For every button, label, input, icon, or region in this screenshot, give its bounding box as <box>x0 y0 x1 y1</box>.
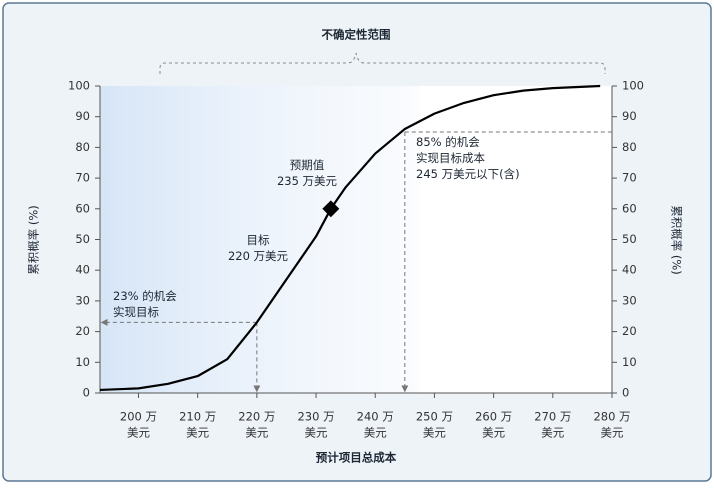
annotation: 23% 的机会实现目标 <box>113 289 177 319</box>
annotation-line: 245 万美元以下(含) <box>416 167 520 181</box>
brace <box>159 52 606 74</box>
y-tick-label: 100 <box>68 79 90 93</box>
y2-tick-label: 30 <box>622 293 637 307</box>
x-tick-unit: 美元 <box>245 426 268 440</box>
chart-title: 不确定性范围 <box>322 28 391 42</box>
annotation: 85% 的机会实现目标成本 245 万美元以下(含) <box>416 135 520 181</box>
annotation-line: 85% 的机会 <box>416 135 480 149</box>
expected-marker <box>322 200 340 218</box>
y-tick-label: 0 <box>83 386 90 400</box>
x-tick-unit: 美元 <box>423 426 446 440</box>
curve <box>99 84 601 392</box>
y2-axis-label: 累积概率 (%) <box>670 205 684 275</box>
x-tick-label: 200 万 <box>120 410 157 424</box>
y2-tick-label: 60 <box>622 201 637 215</box>
annotation-line: 实现目标成本 <box>416 151 485 165</box>
y-tick-label: 20 <box>75 324 90 338</box>
annotation: 预期值 235 万美元 <box>277 158 338 188</box>
y2-tick-label: 80 <box>622 140 637 154</box>
y2-tick-label: 40 <box>622 263 637 277</box>
x-axis-label: 预计项目总成本 <box>316 451 397 465</box>
x-tick-unit: 美元 <box>601 426 624 440</box>
x-tick-unit: 美元 <box>127 426 150 440</box>
x-tick-label: 220 万 <box>238 410 275 424</box>
x-tick-label: 230 万 <box>297 410 334 424</box>
annotation: 目标 220 万美元 <box>228 233 289 263</box>
y2-tick-label: 50 <box>622 232 637 246</box>
x-tick-unit: 美元 <box>186 426 209 440</box>
y-tick-label: 10 <box>75 355 90 369</box>
y-tick-label: 30 <box>75 293 90 307</box>
y2-tick-label: 100 <box>622 79 644 93</box>
x-tick-unit: 美元 <box>541 426 564 440</box>
y2-tick-label: 70 <box>622 171 637 185</box>
y-tick-label: 70 <box>75 171 90 185</box>
x-tick-label: 210 万 <box>179 410 216 424</box>
y2-tick-label: 20 <box>622 324 637 338</box>
x-tick-label: 270 万 <box>534 410 571 424</box>
x-tick-unit: 美元 <box>364 426 387 440</box>
x-tick-label: 250 万 <box>416 410 453 424</box>
y-tick-label: 60 <box>75 201 90 215</box>
x-tick-label: 260 万 <box>475 410 512 424</box>
annotation-line: 23% 的机会 <box>113 289 177 303</box>
x-tick-label: 240 万 <box>357 410 394 424</box>
x-tick-label: 280 万 <box>593 410 630 424</box>
annotation-line: 220 万美元 <box>228 249 289 263</box>
y-tick-label: 80 <box>75 140 90 154</box>
y2-tick-label: 90 <box>622 109 637 123</box>
y-tick-label: 90 <box>75 109 90 123</box>
x-tick-unit: 美元 <box>305 426 328 440</box>
x-tick-unit: 美元 <box>482 426 505 440</box>
y2-tick-label: 0 <box>622 386 629 400</box>
y2-tick-label: 10 <box>622 355 637 369</box>
annotation-line: 235 万美元 <box>277 174 338 188</box>
y-axis-label: 累积概率 (%) <box>27 205 41 275</box>
annotation-line: 目标 <box>247 233 270 247</box>
y-tick-label: 40 <box>75 263 90 277</box>
shading <box>100 86 420 393</box>
annotation-line: 实现目标 <box>113 305 159 319</box>
annotation-line: 预期值 <box>290 158 325 172</box>
y-tick-label: 50 <box>75 232 90 246</box>
